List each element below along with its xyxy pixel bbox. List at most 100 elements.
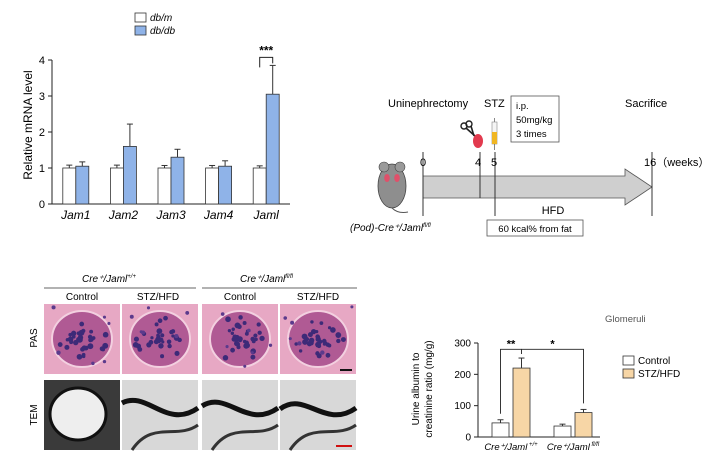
category-label-jaml: Jaml (253, 208, 280, 222)
nucleus (174, 350, 180, 356)
category-label-1: Cre⁺/Jaml +/+ (484, 442, 538, 453)
hfd-detail-box (486, 219, 584, 237)
nucleus (315, 336, 321, 342)
nucleus (57, 342, 63, 347)
nucleus (88, 336, 94, 342)
nucleus (316, 353, 322, 359)
nucleus (185, 311, 190, 315)
nucleus (139, 330, 143, 334)
legend-label-dbm: db/m (150, 13, 172, 24)
nucleus (137, 347, 143, 352)
tick-label-16: 16（weeks） (644, 156, 709, 169)
nucleus (158, 343, 164, 349)
significance-stars: *** (259, 43, 273, 57)
group2-main: Cre⁺/Jaml (240, 274, 286, 285)
category-label-main: Cre⁺/Jaml (484, 442, 528, 453)
nucleus (259, 335, 265, 342)
nucleus (156, 328, 163, 335)
nucleus (238, 315, 243, 320)
histology-panel: Cre⁺/Jaml+/+ Cre⁺/Jamlfl/fl Control STZ/… (29, 274, 358, 451)
pas-image-control-ko (202, 304, 278, 374)
nucleus (230, 347, 235, 353)
nucleus (146, 306, 151, 310)
bar-dbm-jam3 (157, 167, 172, 205)
nucleus (129, 314, 134, 319)
category-label-jam1: Jam1 (60, 208, 90, 222)
bar-stzhfd-group-1 (512, 367, 531, 438)
nucleus (242, 320, 247, 325)
group1-main: Cre⁺/Jaml (82, 274, 128, 285)
event-sacrifice: Sacrifice (625, 98, 667, 110)
nucleus (69, 340, 74, 345)
col-label-3: Control (224, 292, 256, 303)
pas-image-control-wt (44, 304, 120, 374)
group1-sup: +/+ (127, 274, 136, 280)
kidney-icon (473, 134, 483, 148)
nucleus (76, 353, 83, 360)
significance-bracket (259, 56, 274, 68)
ip-box (510, 95, 560, 143)
category-label-jam3: Jam3 (155, 208, 186, 222)
nucleus (225, 345, 229, 349)
scissors-icon (460, 120, 476, 137)
y-axis-label-line-1: Urine albumin to (411, 352, 422, 425)
nucleus (146, 342, 152, 348)
category-label-jam2: Jam2 (108, 208, 139, 222)
y-axis-label-line-2: creatinine ratio (mg/g) (424, 340, 435, 437)
y-tick-label: 100 (454, 401, 471, 412)
nucleus (160, 333, 165, 338)
y-tick-label: 200 (454, 370, 471, 381)
syringe-icon (491, 118, 498, 150)
nucleus (336, 338, 341, 344)
nucleus (231, 327, 235, 331)
nucleus (76, 336, 82, 343)
category-label-main: Cre⁺/Jaml (547, 442, 591, 453)
nucleus (290, 320, 295, 325)
mouse-genotype-main: (Pod)-Cre⁺/Jaml (350, 223, 424, 234)
nucleus (304, 336, 309, 342)
legend-swatch-dbm (134, 12, 147, 23)
chart-title: Glomeruli (605, 314, 646, 325)
bar-stzhfd-group-2 (574, 412, 593, 438)
basement-membrane (130, 423, 199, 451)
basement-membrane (120, 397, 200, 418)
nucleus (102, 360, 107, 364)
legend-label-control: Control (638, 356, 670, 367)
nucleus (174, 334, 179, 339)
nucleus (237, 324, 242, 330)
ip-line-1: i.p. (516, 101, 529, 112)
nucleus (154, 322, 159, 327)
nucleus (107, 321, 111, 325)
y-tick-label: 4 (39, 55, 45, 67)
nucleus (268, 343, 273, 347)
nucleus (133, 336, 139, 342)
event-stz: STZ (484, 98, 505, 110)
bar-dbm-jam4 (205, 167, 220, 205)
nucleus (89, 329, 94, 334)
nucleus (227, 329, 232, 333)
nucleus (297, 341, 302, 346)
nucleus (315, 341, 322, 348)
tick-label-0: 0 (420, 157, 426, 169)
y-tick-label: 0 (39, 199, 45, 211)
category-label-sup: fl/fl (590, 442, 600, 448)
y-axis-label: Relative mRNA level (21, 70, 35, 179)
legend-label-stzhfd: STZ/HFD (638, 369, 680, 380)
col-label-4: STZ/HFD (297, 292, 339, 303)
legend-swatch-control (622, 355, 635, 366)
nucleus (319, 321, 324, 325)
nucleus (250, 354, 256, 360)
nucleus (225, 316, 231, 323)
tick-label-5: 5 (491, 157, 497, 169)
category-label-sup: +/+ (527, 442, 538, 448)
basement-membrane (288, 423, 357, 451)
nucleus (327, 326, 332, 330)
nucleus (157, 318, 163, 323)
significance-stars-1: ** (507, 338, 516, 350)
basement-membrane (200, 399, 280, 418)
nucleus (166, 339, 172, 345)
legend-swatch-stzhfd (622, 368, 635, 379)
nucleus (254, 337, 258, 342)
nucleus (253, 333, 258, 338)
pas-image-stzhfd-wt (122, 304, 198, 374)
